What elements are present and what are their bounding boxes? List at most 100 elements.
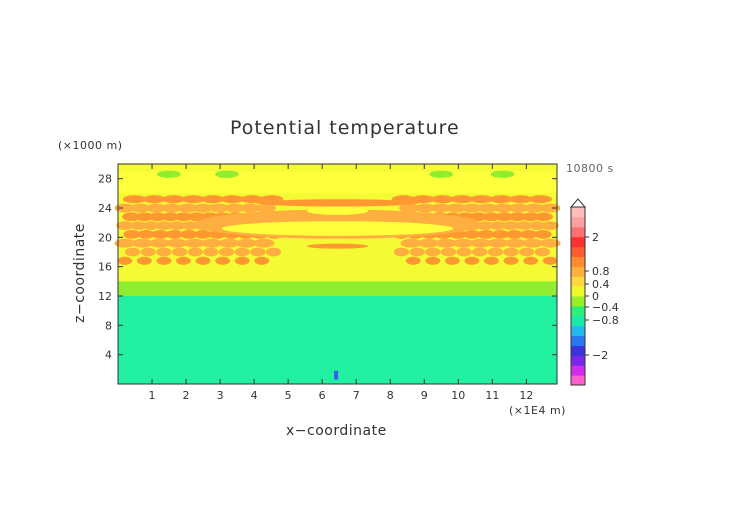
orange-wave-cell-7-0-1: [528, 195, 553, 204]
orange-wave-cell-1-8-0: [250, 247, 266, 257]
orange-wave-cell-1-1-1: [519, 247, 535, 257]
colorbar-label-1: 0.8: [592, 265, 610, 278]
orange-wave-cell-2-1-0: [131, 238, 153, 248]
orange-wave-cell-3-0-0: [123, 230, 141, 239]
orange-wave-cell-3-3-0: [166, 230, 184, 239]
orange-wave-cell-1-6-0: [218, 247, 235, 257]
y-tick-label-8: 8: [105, 319, 112, 332]
y-axis-label: z−coordinate: [72, 223, 88, 323]
orange-wave-cell-3-1-1: [520, 230, 538, 239]
orange-wave-cell-4-1-1: [528, 221, 546, 231]
green-patch-0: [157, 170, 181, 178]
orange-wave-cell-6-1-1: [524, 203, 545, 213]
orange-wave-cell-2-0-1: [539, 238, 561, 248]
colorbar-segment-7: [571, 305, 585, 317]
chart-title: Potential temperature: [230, 117, 460, 139]
field-transition-band: [118, 281, 557, 296]
orange-wave-cell-1-1-0: [140, 247, 156, 257]
orange-wave-cell-0-5-1: [444, 256, 460, 265]
orange-wave-cell-5-4-0: [174, 212, 193, 222]
orange-wave-cell-6-2-1: [508, 203, 530, 213]
x-tick-label-7: 7: [353, 389, 360, 402]
orange-wave-cell-4-5-1: [476, 221, 494, 231]
colorbar-segment-15: [571, 226, 585, 238]
orange-wave-cell-6-2-0: [145, 203, 167, 213]
orange-wave-cell-1-6-1: [440, 247, 457, 257]
colorbar-label-0: 2: [592, 231, 599, 244]
orange-wave-cell-4-3-0: [155, 221, 173, 231]
x-tick-label-10: 10: [451, 389, 465, 402]
orange-wave-cell-0-7-1: [405, 256, 421, 265]
green-patch-1: [214, 170, 239, 178]
orange-wave-cell-2-6-1: [435, 238, 457, 248]
orange-wave-cell-4-0-0: [116, 221, 134, 231]
orange-wave-cell-1-5-1: [456, 247, 472, 257]
colorbar-label-4: −0.4: [592, 301, 619, 314]
orange-wave-cell-5-4-1: [482, 212, 501, 222]
orange-wave-cell-0-6-1: [425, 256, 441, 265]
orange-wave-cell-6-0-0: [114, 203, 136, 213]
orange-wave-cell-7-1-0: [142, 195, 166, 204]
orange-wave-cell-1-8-1: [409, 247, 425, 257]
orange-wave-cell-7-4-0: [201, 195, 225, 204]
colorbar-segment-12: [571, 256, 585, 267]
x-tick-label-5: 5: [285, 389, 292, 402]
colorbar-label-6: −2: [592, 349, 608, 362]
x-tick-label-8: 8: [387, 389, 394, 402]
orange-wave-cell-1-0-0: [124, 247, 141, 257]
orange-wave-cell-7-3-1: [470, 195, 494, 204]
field-lower-layer: [118, 296, 557, 384]
orange-wave-cell-3-5-0: [194, 230, 212, 239]
y-tick-label-12: 12: [98, 290, 112, 303]
orange-wave-cell-1-2-1: [503, 247, 519, 257]
orange-wave-cell-7-4-1: [450, 195, 474, 204]
plot-frame: [117, 163, 558, 385]
orange-wave-cell-6-5-1: [461, 203, 483, 213]
orange-wave-cell-0-7-0: [254, 256, 270, 265]
colorbar-segment-1: [571, 365, 585, 376]
orange-wave-cell-2-3-0: [166, 238, 188, 248]
x-tick-label-6: 6: [319, 389, 326, 402]
orange-wave-cell-4-0-1: [541, 221, 559, 231]
orange-wave-cell-5-2-1: [508, 212, 527, 222]
orange-wave-cell-0-2-0: [156, 256, 172, 265]
orange-wave-cell-7-1-1: [509, 195, 533, 204]
orange-wave-cell-3-1-0: [137, 230, 155, 239]
orange-wave-cell-6-1-0: [130, 203, 151, 213]
y-unit-label: (×1000 m): [58, 139, 123, 152]
orange-wave-cell-2-5-1: [452, 238, 474, 248]
x-tick-label-3: 3: [217, 389, 224, 402]
orange-wave-cell-3-4-0: [180, 230, 198, 239]
colorbar-label-5: −0.8: [592, 314, 619, 327]
orange-wave-cell-0-1-0: [136, 256, 152, 265]
orange-wave-cell-4-3-1: [502, 221, 520, 231]
orange-wave-cell-4-4-0: [168, 221, 186, 231]
orange-wave-cell-4-5-0: [181, 221, 199, 231]
orange-wave-cell-1-4-1: [472, 247, 488, 257]
x-tick-label-12: 12: [519, 389, 533, 402]
orange-wave-cell-0-1-1: [523, 256, 539, 265]
orange-wave-cell-1-9-1: [393, 247, 410, 257]
orange-wave-cell-6-7-1: [430, 203, 451, 213]
orange-wave-cell-6-4-1: [477, 203, 498, 213]
x-axis-label: x−coordinate: [286, 423, 387, 439]
orange-wave-cell-5-1-1: [521, 212, 540, 222]
orange-wave-cell-1-2-0: [156, 247, 172, 257]
colorbar-segment-9: [571, 286, 585, 297]
orange-wave-cell-5-5-0: [187, 212, 206, 222]
orange-wave-cell-1-7-0: [234, 247, 250, 257]
orange-wave-cell-6-0-1: [539, 203, 561, 213]
colorbar-segment-16: [571, 216, 585, 228]
orange-wave-cell-7-2-1: [489, 195, 513, 204]
colorbar-segment-10: [571, 276, 585, 287]
x-tick-label-4: 4: [251, 389, 258, 402]
y-tick-label-20: 20: [98, 231, 112, 244]
x-unit-label: (×1E4 m): [509, 404, 566, 417]
orange-wave-cell-0-2-1: [503, 256, 519, 265]
orange-wave-cell-7-5-1: [430, 195, 455, 204]
orange-wave-cell-2-4-0: [183, 238, 205, 248]
orange-wave-cell-2-5-0: [201, 238, 223, 248]
colorbar-segment-3: [571, 345, 585, 356]
orange-wave-cell-4-1-0: [129, 221, 147, 231]
central-bubble: [306, 206, 369, 215]
